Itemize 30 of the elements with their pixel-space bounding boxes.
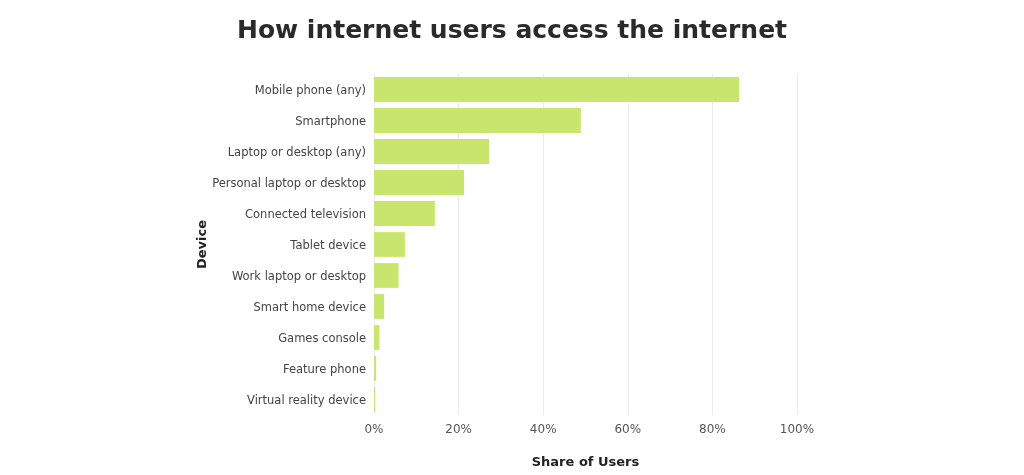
y-tick-label: Games console (278, 330, 366, 345)
y-axis-title: Device (194, 219, 210, 270)
x-tick-label: 80% (699, 422, 726, 436)
x-tick-label: 40% (529, 422, 557, 436)
y-tick-label: Smartphone (295, 113, 366, 128)
bar (374, 139, 490, 164)
bar (374, 263, 399, 288)
y-tick-label: Smart home device (253, 299, 366, 314)
bar (374, 325, 380, 350)
y-tick-label: Connected television (245, 206, 366, 221)
bar (374, 356, 377, 381)
bar (374, 170, 465, 195)
bar (374, 294, 385, 319)
chart-title: How internet users access the internet (236, 15, 788, 44)
bar (374, 201, 435, 226)
x-tick-label: 60% (614, 422, 642, 436)
bar (374, 232, 405, 257)
y-tick-label: Tablet device (289, 237, 366, 252)
y-tick-label: Feature phone (282, 361, 366, 376)
x-tick-label: 20% (445, 422, 472, 436)
bar (374, 77, 740, 102)
y-tick-label: Mobile phone (any) (254, 82, 366, 97)
bar (374, 108, 581, 133)
x-axis-title: Share of Users (531, 454, 640, 469)
y-tick-label: Virtual reality device (247, 392, 366, 407)
y-tick-label: Laptop or desktop (any) (227, 144, 366, 159)
x-tick-label: 100% (779, 422, 815, 436)
y-tick-label: Personal laptop or desktop (212, 175, 366, 190)
x-tick-label: 0% (364, 422, 384, 436)
y-tick-label: Work laptop or desktop (231, 268, 366, 283)
